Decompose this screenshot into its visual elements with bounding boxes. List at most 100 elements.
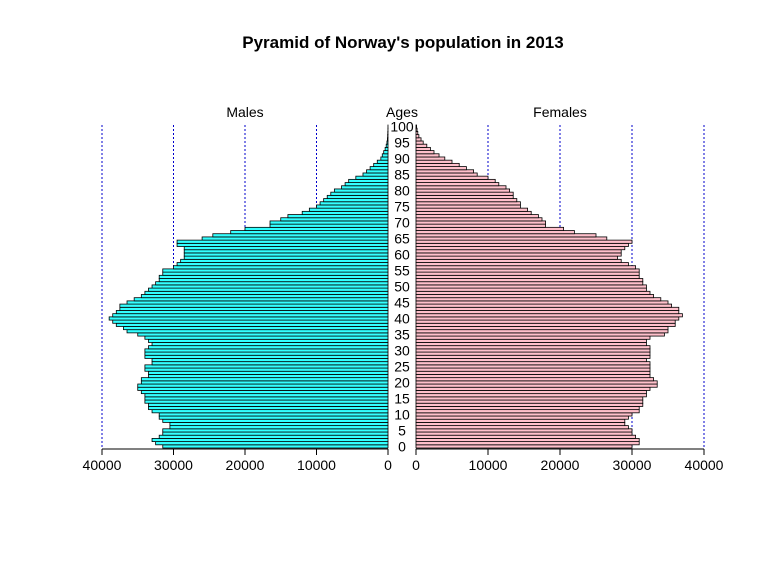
female-bar-age-47 [415,294,655,299]
age-tick-0: 0 [398,438,406,454]
female-bar-age-28 [415,354,651,359]
female-bar-age-96 [415,137,422,142]
age-tick-15: 15 [394,390,410,406]
right-axis-label-20000: 20000 [541,457,580,473]
female-bar-age-65 [415,236,608,241]
female-bar-age-32 [415,342,647,347]
female-bar-age-40 [415,316,680,321]
female-bar-age-26 [415,361,651,366]
male-bar-age-7 [169,422,389,427]
male-bar-age-40 [108,316,389,321]
male-bar-age-43 [119,306,389,311]
female-bar-age-24 [415,367,651,372]
female-bar-age-88 [415,162,460,167]
female-bar-age-49 [415,287,647,292]
male-bar-age-64 [176,239,389,244]
age-tick-10: 10 [394,406,410,422]
age-tick-50: 50 [394,279,410,295]
male-bar-age-96 [387,137,389,142]
female-bar-age-92 [415,150,435,155]
male-bar-age-71 [280,217,389,222]
male-bar-age-66 [212,233,389,238]
female-bar-age-42 [415,310,680,315]
male-bar-age-9 [158,415,389,420]
male-bar-age-77 [323,198,389,203]
male-bar-age-68 [244,226,389,231]
male-bar-age-92 [383,150,389,155]
female-bar-age-8 [415,418,626,423]
female-bar-age-3 [415,434,637,439]
male-bar-age-39 [112,319,389,324]
female-bar-age-100 [415,124,417,129]
female-bar-age-70 [415,220,547,225]
left-axis-label-20000: 20000 [226,457,265,473]
male-bar-age-63 [176,242,389,247]
male-bar-age-25 [144,364,389,369]
left-axis-label-40000: 40000 [83,457,122,473]
female-bar-age-10 [415,412,633,417]
male-bar-age-8 [162,418,389,423]
male-bar-age-3 [158,434,389,439]
male-bar-age-53 [158,274,389,279]
female-bar-age-33 [415,338,647,343]
male-bar-age-47 [140,294,389,299]
male-bar-age-23 [148,370,389,375]
male-bar-age-27 [151,358,389,363]
female-bar-age-83 [415,178,496,183]
female-bar-age-30 [415,348,651,353]
female-bar-age-75 [415,204,521,209]
female-bar-age-12 [415,406,640,411]
female-bar-age-48 [415,290,651,295]
male-bar-age-94 [385,143,389,148]
female-bar-age-81 [415,185,507,190]
male-bar-age-21 [140,377,389,382]
male-bar-age-70 [269,220,389,225]
female-bar-age-60 [415,252,622,257]
male-bar-age-45 [126,300,389,305]
male-bar-age-11 [151,409,389,414]
female-bar-age-78 [415,194,514,199]
female-bar-age-0 [415,444,633,449]
age-tick-60: 60 [394,247,410,263]
female-bar-age-94 [415,143,428,148]
left-axis-label-0: 0 [384,457,392,473]
male-bar-age-52 [158,278,389,283]
female-bar-age-58 [415,258,622,263]
female-bar-age-41 [415,313,683,318]
male-bar-age-46 [133,297,389,302]
male-bar-age-10 [158,412,389,417]
male-bar-age-2 [151,438,389,443]
age-tick-80: 80 [394,183,410,199]
male-bar-age-32 [151,342,389,347]
male-bar-age-18 [137,386,389,391]
male-bar-age-12 [148,406,389,411]
female-bar-age-80 [415,188,510,193]
male-bar-age-16 [144,393,389,398]
left-axis-label-30000: 30000 [154,457,193,473]
male-bar-age-82 [344,182,389,187]
female-bar-age-84 [415,175,489,180]
female-bar-age-4 [415,431,633,436]
right-x-axis: 0 10000 20000 30000 40000 [412,448,724,473]
male-bar-age-33 [148,338,389,343]
male-bar-age-55 [162,268,389,273]
female-bar-age-21 [415,377,655,382]
female-bar-age-54 [415,271,640,276]
female-bar-age-79 [415,191,514,196]
female-bar-age-71 [415,217,543,222]
male-bar-age-36 [126,329,389,334]
male-bar-age-29 [144,351,389,356]
male-bar-age-84 [355,175,389,180]
male-bar-age-58 [180,258,389,263]
female-bar-age-73 [415,210,532,215]
male-bar-age-85 [362,172,389,177]
male-bar-age-72 [287,214,389,219]
male-bar-age-0 [162,444,389,449]
female-bar-age-11 [415,409,640,414]
male-bar-age-76 [319,201,389,206]
male-bar-age-51 [155,281,389,286]
right-axis-label-40000: 40000 [685,457,724,473]
male-bar-age-93 [384,146,389,151]
female-bar-age-95 [415,140,424,145]
female-bar-age-69 [415,223,547,228]
